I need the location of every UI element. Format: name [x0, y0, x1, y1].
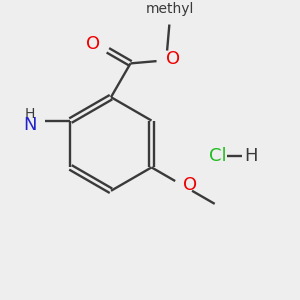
Text: N: N [23, 116, 36, 134]
Text: Cl: Cl [209, 147, 227, 165]
Text: O: O [183, 176, 197, 194]
Text: methyl: methyl [146, 2, 194, 16]
Text: H: H [24, 107, 35, 121]
Text: H: H [245, 147, 258, 165]
Text: O: O [166, 50, 180, 68]
Text: O: O [85, 35, 100, 53]
